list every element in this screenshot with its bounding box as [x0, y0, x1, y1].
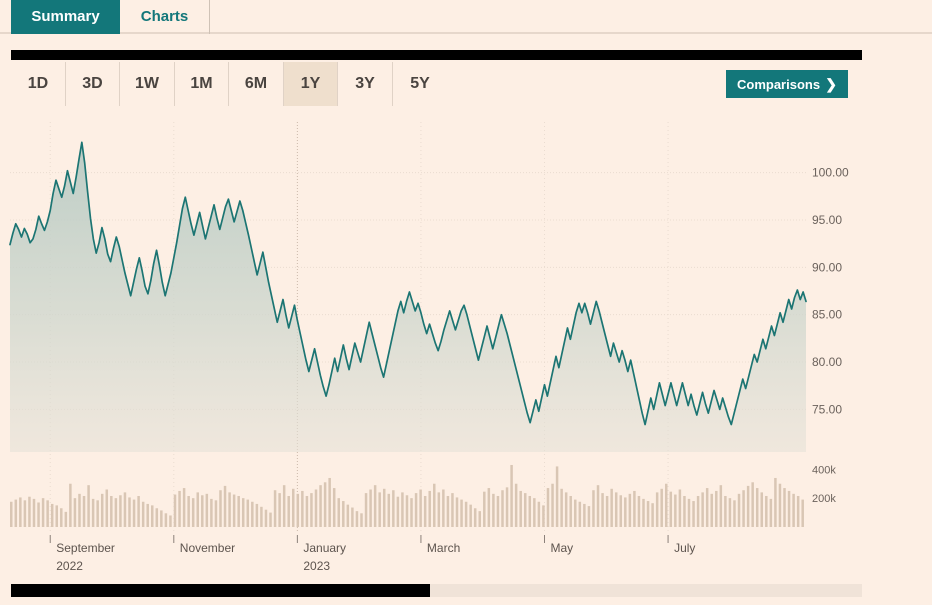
svg-text:85.00: 85.00 — [812, 308, 842, 322]
svg-text:75.00: 75.00 — [812, 402, 842, 416]
svg-text:January: January — [303, 541, 346, 555]
range-button-3y[interactable]: 3Y — [338, 62, 393, 106]
svg-text:May: May — [550, 541, 573, 555]
stock-chart[interactable]: 100.00 95.00 90.00 85.00 80.00 75.00 400k 200k… — [0, 112, 932, 572]
range-button-1y[interactable]: 1Y — [284, 62, 338, 106]
svg-text:80.00: 80.00 — [812, 355, 842, 369]
svg-text:March: March — [427, 541, 460, 555]
range-button-6m[interactable]: 6M — [229, 62, 284, 106]
svg-text:2022: 2022 — [56, 559, 83, 572]
chevron-right-icon: ❯ — [825, 76, 837, 92]
svg-text:2023: 2023 — [303, 559, 330, 572]
range-button-1w[interactable]: 1W — [120, 62, 175, 106]
svg-text:November: November — [180, 541, 235, 555]
range-button-1d[interactable]: 1D — [11, 62, 66, 106]
date-axis-labels: September 2022 November January 2023 March May… — [56, 541, 695, 572]
svg-text:400k: 400k — [812, 464, 836, 476]
vertical-gridlines — [49, 122, 669, 533]
svg-text:July: July — [674, 541, 695, 555]
chart-scrollbar-thumb[interactable] — [11, 584, 430, 597]
svg-text:September: September — [56, 541, 115, 555]
price-line — [9, 141, 807, 426]
tab-summary[interactable]: Summary — [11, 0, 120, 34]
svg-text:95.00: 95.00 — [812, 213, 842, 227]
tab-bar-filler — [210, 0, 932, 34]
svg-text:100.00: 100.00 — [812, 166, 849, 180]
comparisons-label: Comparisons — [737, 76, 821, 92]
volume-axis-labels: 400k 200k — [812, 464, 836, 505]
comparisons-button[interactable]: Comparisons ❯ — [726, 70, 848, 98]
svg-text:90.00: 90.00 — [812, 260, 842, 274]
date-axis-ticks — [49, 535, 669, 543]
tab-bar: Summary Charts — [0, 0, 932, 34]
range-button-3d[interactable]: 3D — [66, 62, 120, 106]
time-range-toolbar: 1D 3D 1W 1M 6M 1Y 3Y 5Y — [11, 62, 862, 106]
chart-canvas[interactable]: 100.00 95.00 90.00 85.00 80.00 75.00 400k 200k… — [0, 112, 932, 572]
range-button-5y[interactable]: 5Y — [410, 75, 430, 92]
svg-text:200k: 200k — [812, 493, 836, 505]
range-button-1m[interactable]: 1M — [175, 62, 229, 106]
chart-scrollbar[interactable] — [11, 584, 862, 597]
volume-bars — [10, 464, 804, 528]
price-axis-labels: 100.00 95.00 90.00 85.00 80.00 75.00 — [812, 166, 849, 417]
tab-charts[interactable]: Charts — [120, 0, 210, 34]
top-divider-bar — [11, 50, 862, 60]
